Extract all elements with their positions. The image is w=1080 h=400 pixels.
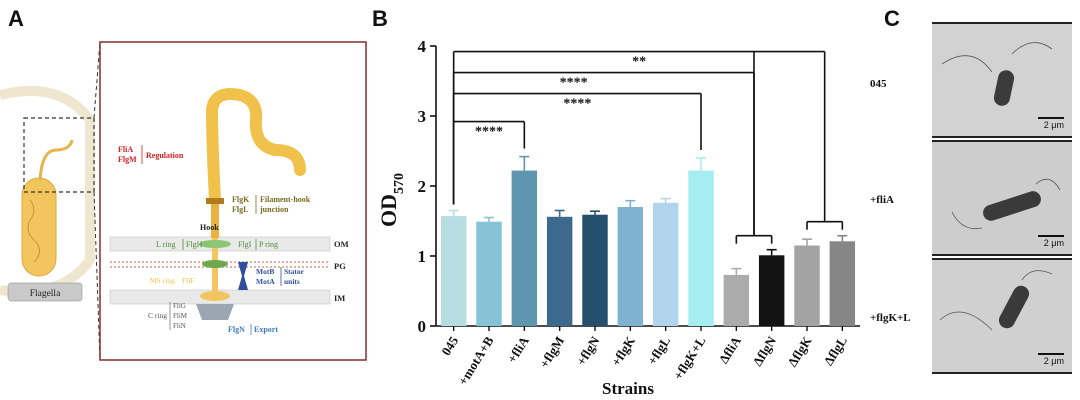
x-tick-label: +fliA xyxy=(504,333,532,366)
flagella-label-box xyxy=(7,282,83,302)
sig-label: **** xyxy=(475,125,503,140)
y-tick-label: 2 xyxy=(418,177,427,196)
tem-image-flgkl: 2 μm xyxy=(932,258,1072,374)
bar xyxy=(617,207,644,326)
stator-label-1: Stator xyxy=(284,267,305,276)
c-ring-label: C ring xyxy=(148,311,167,320)
flgh-label: FlgH xyxy=(186,240,203,249)
tem-image-045: 2 μm xyxy=(932,22,1072,138)
junction-gene-1: FlgK xyxy=(232,195,250,204)
flif-label: FliF xyxy=(182,276,195,285)
x-tick-label: ΔflgN xyxy=(750,333,780,369)
y-axis-title: OD570 xyxy=(376,173,407,227)
x-tick-label: +flgK+L xyxy=(670,333,708,382)
tem-image-flia: 2 μm xyxy=(932,140,1072,256)
y-tick-label: 4 xyxy=(418,37,427,56)
bar xyxy=(794,245,820,326)
om-label: OM xyxy=(334,239,349,249)
export-label: Export xyxy=(254,325,278,334)
bar xyxy=(546,216,573,326)
p-ring-label: P ring xyxy=(259,240,278,249)
hook xyxy=(211,204,219,238)
x-tick-label: ΔflgK xyxy=(784,333,815,369)
bar-chart-panel: B 0 1 2 3 4 045 +motA+B +fliA +flgM +flgN +flgK +fl… xyxy=(372,0,920,400)
c-ring-gene-1: FliG xyxy=(173,302,186,310)
flagellar-filament xyxy=(205,88,306,206)
bar xyxy=(652,202,679,326)
sig-label: **** xyxy=(560,76,588,91)
tem-images-panel: C 045 2 μm +fliA 2 μm +flgK+L 2 μm xyxy=(868,0,1080,400)
im-label: IM xyxy=(334,293,345,303)
ms-ring-shape xyxy=(200,291,230,301)
x-tick-label: +flgL xyxy=(644,333,673,367)
y-tick-label: 0 xyxy=(418,317,427,336)
stator-gene-2: MotA xyxy=(256,277,275,286)
l-ring-shape xyxy=(199,240,231,248)
flagella-label: Flagella xyxy=(30,289,61,299)
sig-label: **** xyxy=(563,97,591,112)
x-tick-label: +motA+B xyxy=(455,333,497,387)
bar xyxy=(723,274,750,326)
c-ring-gene-3: FliN xyxy=(173,322,186,330)
x-tick-label: ΔflgL xyxy=(821,333,850,368)
x-tick-label: +flgN xyxy=(573,333,603,368)
x-tick-label: 045 xyxy=(438,333,461,358)
bar xyxy=(829,241,856,326)
stator-unit xyxy=(238,262,248,290)
scale-label-flgkl: 2 μm xyxy=(1043,356,1064,366)
panel-label-a: A xyxy=(8,6,24,31)
l-ring-label: L ring xyxy=(156,240,175,249)
scale-label-flia: 2 μm xyxy=(1043,238,1064,248)
junction-gene-2: FlgL xyxy=(232,205,248,214)
stator-gene-1: MotB xyxy=(256,267,274,276)
ms-ring-label: MS ring xyxy=(150,276,175,285)
hook-label: Hook xyxy=(200,223,219,232)
x-tick-label: ΔfliA xyxy=(716,333,744,366)
x-tick-label: +flgM xyxy=(536,334,567,371)
filament-hook-junction xyxy=(206,198,224,204)
scale-label-045: 2 μm xyxy=(1043,120,1064,130)
regulation-label: Regulation xyxy=(146,151,184,160)
x-tick-label: +flgK xyxy=(608,333,638,369)
pg-label: PG xyxy=(334,261,346,271)
c-ring-gene-2: FliM xyxy=(173,312,188,320)
p-ring-shape xyxy=(202,260,228,268)
bar xyxy=(476,221,502,326)
cell-chromosome xyxy=(27,199,40,263)
y-tick-label: 3 xyxy=(418,107,427,126)
sig-label: ** xyxy=(632,55,646,70)
bar xyxy=(758,255,785,326)
bar xyxy=(688,170,714,326)
tem-label-045: 045 xyxy=(870,78,887,90)
regulation-gene-2: FlgM xyxy=(118,155,137,164)
flagella-diagram-panel: A Flagella FliA FlgM xyxy=(0,0,372,400)
bacterium-cell xyxy=(21,177,57,277)
bar xyxy=(440,216,467,326)
junction-label-2: junction xyxy=(259,205,289,214)
tem-label-flgkl: +flgK+L xyxy=(870,312,911,324)
panel-label-c: C xyxy=(884,6,900,31)
x-axis-title: Strains xyxy=(602,379,654,398)
c-ring-shape xyxy=(196,304,234,320)
regulation-gene-1: FliA xyxy=(118,145,133,154)
stator-label-2: units xyxy=(284,277,300,286)
export-gene: FlgN xyxy=(228,325,245,334)
bar xyxy=(511,170,538,326)
panel-label-b: B xyxy=(372,6,388,31)
flgi-label: FlgI xyxy=(238,240,252,249)
tem-label-flia: +fliA xyxy=(870,194,894,206)
cell-flagellum xyxy=(38,139,74,181)
zoom-callout-box xyxy=(23,117,95,193)
y-tick-label: 1 xyxy=(418,247,427,266)
bar xyxy=(582,214,608,326)
junction-label-1: Filament-hook xyxy=(260,195,311,204)
od570-bar-chart: 0 1 2 3 4 045+motA+B +fliA +flgM +flgN +flgK +flgL… xyxy=(376,37,860,398)
